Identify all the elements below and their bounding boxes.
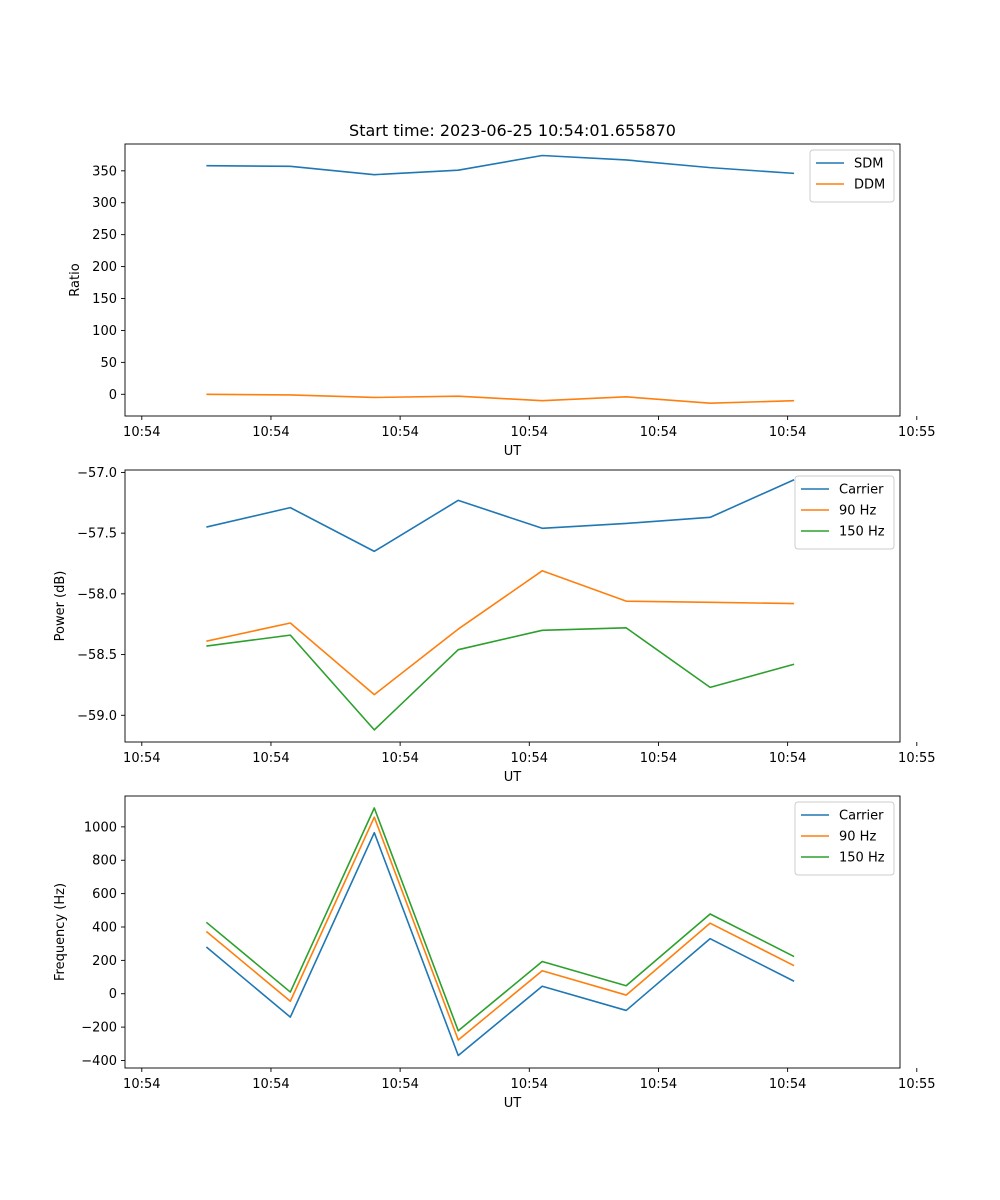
legend-label: 90 Hz (839, 830, 876, 845)
series-line-2 (205, 816, 795, 1041)
axes-frame (124, 795, 901, 1069)
series-line-3 (205, 807, 795, 1032)
series-line-2 (206, 569, 795, 696)
series-line-1 (206, 478, 795, 553)
y-axis-label: Ratio (68, 263, 83, 296)
x-tick-label: 10:55 (898, 1077, 935, 1092)
x-tick-label: 10:54 (640, 751, 677, 766)
x-tick-label: 10:54 (252, 751, 289, 766)
y-tick-label: 400 (92, 920, 117, 935)
legend: Carrier 90 Hz 150 Hz (794, 475, 895, 550)
y-tick-label: 300 (92, 196, 117, 211)
x-tick-label: 10:54 (252, 425, 289, 440)
axes-frame (124, 469, 901, 743)
x-tick-label: 10:54 (252, 1077, 289, 1092)
subplot-1: 10:54 10:54 10:54 10:54 10:54 10:54 10:55 0 50 10… (68, 143, 936, 459)
y-tick-label: 800 (92, 854, 117, 869)
legend-label: DDM (854, 178, 885, 193)
x-tick-label: 10:54 (381, 425, 418, 440)
legend-label: Carrier (839, 483, 884, 498)
axes-frame (124, 143, 901, 417)
x-tick-label: 10:54 (123, 425, 160, 440)
x-tick-label: 10:54 (123, 1077, 160, 1092)
y-tick-label: 0 (109, 987, 117, 1002)
x-axis-label: UT (504, 444, 522, 459)
y-tick-label: −57.5 (77, 527, 117, 542)
y-tick-label: 250 (92, 228, 117, 243)
y-tick-label: −400 (81, 1054, 117, 1069)
legend: Carrier 90 Hz 150 Hz (794, 801, 895, 876)
x-tick-label: 10:54 (381, 1077, 418, 1092)
x-tick-label: 10:54 (769, 751, 806, 766)
y-tick-label: −58.0 (77, 587, 117, 602)
legend-label: 150 Hz (839, 525, 885, 540)
x-axis-label: UT (504, 770, 522, 785)
legend-label: Carrier (839, 809, 884, 824)
legend-label: SDM (854, 157, 883, 172)
y-axis-label: Frequency (Hz) (53, 883, 68, 981)
x-tick-label: 10:54 (123, 751, 160, 766)
y-tick-label: −200 (81, 1021, 117, 1036)
x-tick-label: 10:54 (769, 1077, 806, 1092)
y-tick-label: 150 (92, 292, 117, 307)
x-tick-label: 10:54 (511, 425, 548, 440)
series-line-1 (205, 831, 795, 1057)
series-line-3 (206, 627, 795, 731)
series-line-1 (206, 154, 795, 176)
y-tick-label: −59.0 (77, 709, 117, 724)
x-tick-label: 10:54 (511, 751, 548, 766)
legend-label: 90 Hz (839, 504, 876, 519)
y-tick-label: 200 (92, 954, 117, 969)
x-tick-label: 10:54 (511, 1077, 548, 1092)
y-tick-label: 0 (109, 388, 117, 403)
y-tick-label: 600 (92, 887, 117, 902)
y-tick-label: 100 (92, 324, 117, 339)
y-tick-label: 350 (92, 164, 117, 179)
subplot-3: 10:54 10:54 10:54 10:54 10:54 10:54 10:55 −400 −… (53, 795, 936, 1111)
x-tick-label: 10:54 (769, 425, 806, 440)
x-tick-label: 10:54 (640, 425, 677, 440)
y-axis-label: Power (dB) (53, 571, 68, 642)
y-tick-label: −58.5 (77, 648, 117, 663)
plots: 10:54 10:54 10:54 10:54 10:54 10:54 10:55 0 50 10… (53, 143, 936, 1111)
x-tick-label: 10:55 (898, 425, 935, 440)
figure-title: Start time: 2023-06-25 10:54:01.655870 (349, 121, 676, 140)
y-tick-label: −57.0 (77, 466, 117, 481)
y-tick-label: 1000 (84, 820, 117, 835)
x-tick-label: 10:54 (640, 1077, 677, 1092)
y-tick-label: 200 (92, 260, 117, 275)
subplot-2: 10:54 10:54 10:54 10:54 10:54 10:54 10:55 −59.0… (53, 466, 936, 785)
x-tick-label: 10:55 (898, 751, 935, 766)
legend-label: 150 Hz (839, 851, 885, 866)
x-axis-label: UT (504, 1096, 522, 1111)
series-line-2 (206, 393, 795, 405)
y-tick-label: 50 (100, 356, 117, 371)
x-tick-label: 10:54 (381, 751, 418, 766)
legend: SDM DDM (809, 149, 895, 203)
